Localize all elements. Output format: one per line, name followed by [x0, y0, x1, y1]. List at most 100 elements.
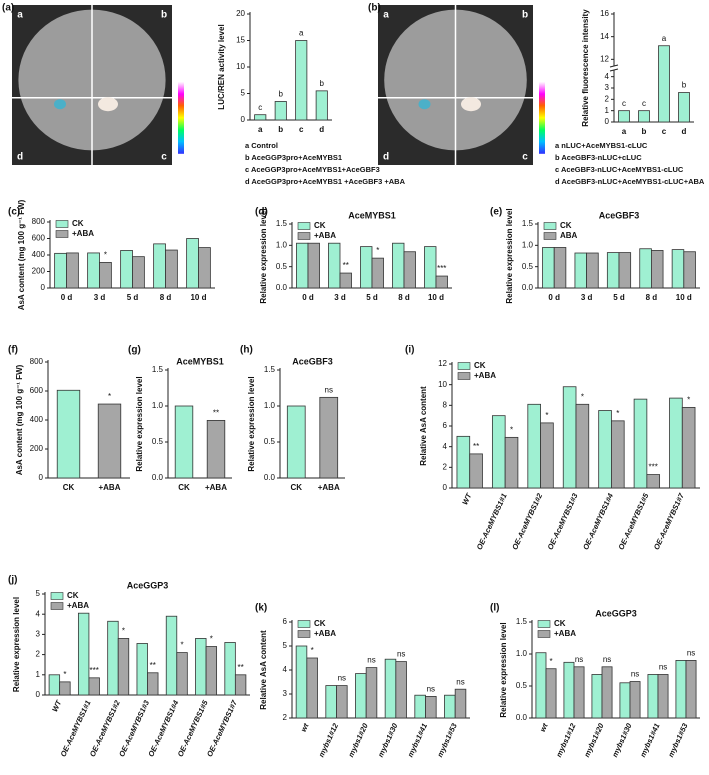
x-tick-label: OE-AceMYBS1#7 — [652, 491, 686, 551]
y-tick-label: 1.5 — [522, 219, 534, 228]
key-line: c AceGBF3-nLUC+AceMYBS1-cLUC — [555, 165, 684, 174]
significance-label: ns — [659, 663, 667, 672]
y-tick-label: 4 — [605, 72, 610, 81]
x-tick-label: 10 d — [428, 293, 444, 302]
color-scale — [539, 81, 545, 154]
x-tick-label: OE-AceMYBS1#2 — [88, 698, 122, 758]
x-tick-label: 10 d — [676, 293, 692, 302]
bar — [562, 386, 577, 489]
y-axis-label: Relative expression level — [12, 597, 21, 692]
x-tick-label: CK — [63, 483, 75, 492]
bar — [147, 672, 159, 696]
x-tick-label: c — [299, 125, 304, 134]
bar — [206, 419, 226, 479]
legend-label: +ABA — [474, 371, 496, 380]
bar — [646, 474, 661, 489]
bar — [165, 615, 178, 696]
bar — [683, 251, 696, 289]
legend-swatch — [543, 232, 557, 240]
bar — [107, 620, 119, 696]
bar — [328, 242, 341, 289]
y-tick-label: 12 — [438, 359, 447, 368]
y-axis-label: Relative expression level — [247, 376, 256, 471]
panel-label: (j) — [8, 575, 17, 586]
panel-label: (l) — [490, 603, 499, 614]
bar — [611, 420, 625, 489]
y-tick-label: 1.0 — [516, 649, 528, 658]
bar — [669, 397, 683, 489]
y-tick-label: 1.0 — [152, 401, 164, 410]
bar — [120, 250, 133, 289]
x-tick-label: OE-AceMYBS1#2 — [510, 491, 544, 551]
legend-swatch — [297, 232, 311, 240]
x-tick-label: 8 d — [398, 293, 410, 302]
y-tick-label: 4 — [443, 442, 448, 451]
signal — [461, 97, 481, 112]
bar — [360, 246, 373, 289]
x-tick-label: mybs1#12 — [554, 721, 578, 758]
bar — [198, 247, 211, 289]
bar — [153, 243, 166, 289]
y-tick-label: 12 — [600, 54, 609, 63]
y-tick-label: 0.5 — [516, 681, 528, 690]
bar — [117, 638, 130, 696]
axis-break — [610, 66, 618, 70]
bar — [456, 435, 471, 489]
legend-swatch — [55, 230, 69, 238]
bar — [425, 696, 437, 719]
chart-title: AceGGP3 — [127, 580, 169, 590]
y-tick-label: 400 — [32, 250, 46, 259]
bar — [658, 45, 670, 123]
y-tick-label: 0 — [39, 473, 44, 482]
panel-label: (e) — [490, 207, 502, 218]
y-tick-label: 5 — [283, 641, 288, 650]
x-tick-label: +ABA — [205, 483, 227, 492]
significance-label: ns — [631, 670, 639, 679]
y-tick-label: 6 — [283, 617, 288, 626]
bar — [336, 685, 348, 719]
y-tick-label: 0.0 — [522, 283, 534, 292]
quadrant-label: d — [17, 152, 23, 163]
significance-label: ns — [367, 656, 375, 665]
y-tick-label: 0.0 — [276, 283, 288, 292]
quadrant-label: a — [383, 10, 389, 21]
y-tick-label: 1.5 — [516, 617, 528, 626]
x-tick-label: 3 d — [94, 293, 106, 302]
significance-label: c — [622, 99, 626, 108]
x-tick-label: OE-AceMYBS1#1 — [58, 699, 92, 758]
x-tick-label: +ABA — [98, 483, 120, 492]
x-tick-label: c — [662, 127, 667, 136]
panel-label: (c) — [8, 207, 20, 218]
significance-label: ns — [397, 650, 405, 659]
bar — [274, 101, 287, 121]
y-tick-label: 1 — [36, 670, 41, 679]
bar — [234, 674, 247, 696]
y-tick-label: 20 — [236, 9, 245, 18]
significance-label: ns — [603, 655, 611, 664]
x-tick-label: mybs1#41 — [406, 722, 429, 759]
x-tick-label: CK — [290, 483, 302, 492]
y-tick-label: 0 — [41, 283, 46, 292]
y-tick-label: 0 — [605, 117, 610, 126]
y-tick-label: 0.5 — [264, 437, 276, 446]
y-tick-label: 0 — [443, 483, 448, 492]
bar — [174, 405, 194, 479]
bar — [56, 389, 81, 479]
significance-label: * — [549, 657, 552, 666]
bar — [296, 242, 309, 289]
bar — [675, 660, 687, 719]
y-tick-label: 1.5 — [152, 365, 164, 374]
signal — [54, 99, 66, 110]
y-tick-label: 0 — [36, 690, 41, 699]
significance-label: * — [687, 396, 690, 405]
y-tick-label: 400 — [30, 415, 44, 424]
quadrant-label: a — [17, 10, 23, 21]
bar — [88, 677, 100, 696]
significance-label: *** — [649, 463, 658, 472]
x-tick-label: WT — [50, 698, 64, 714]
y-tick-label: 600 — [32, 234, 46, 243]
y-tick-label: 1.0 — [264, 401, 276, 410]
bar — [629, 681, 641, 719]
bar — [319, 396, 339, 479]
